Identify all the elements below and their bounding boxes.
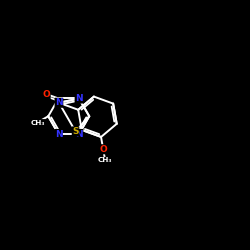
Text: CH₃: CH₃ (98, 157, 112, 163)
Text: N: N (55, 130, 62, 138)
Text: N: N (75, 130, 83, 138)
Text: N: N (55, 98, 63, 107)
Text: S: S (72, 127, 79, 136)
Text: N: N (75, 94, 83, 103)
Text: O: O (42, 90, 50, 98)
Text: CH₃: CH₃ (30, 120, 45, 126)
Text: O: O (99, 145, 107, 154)
